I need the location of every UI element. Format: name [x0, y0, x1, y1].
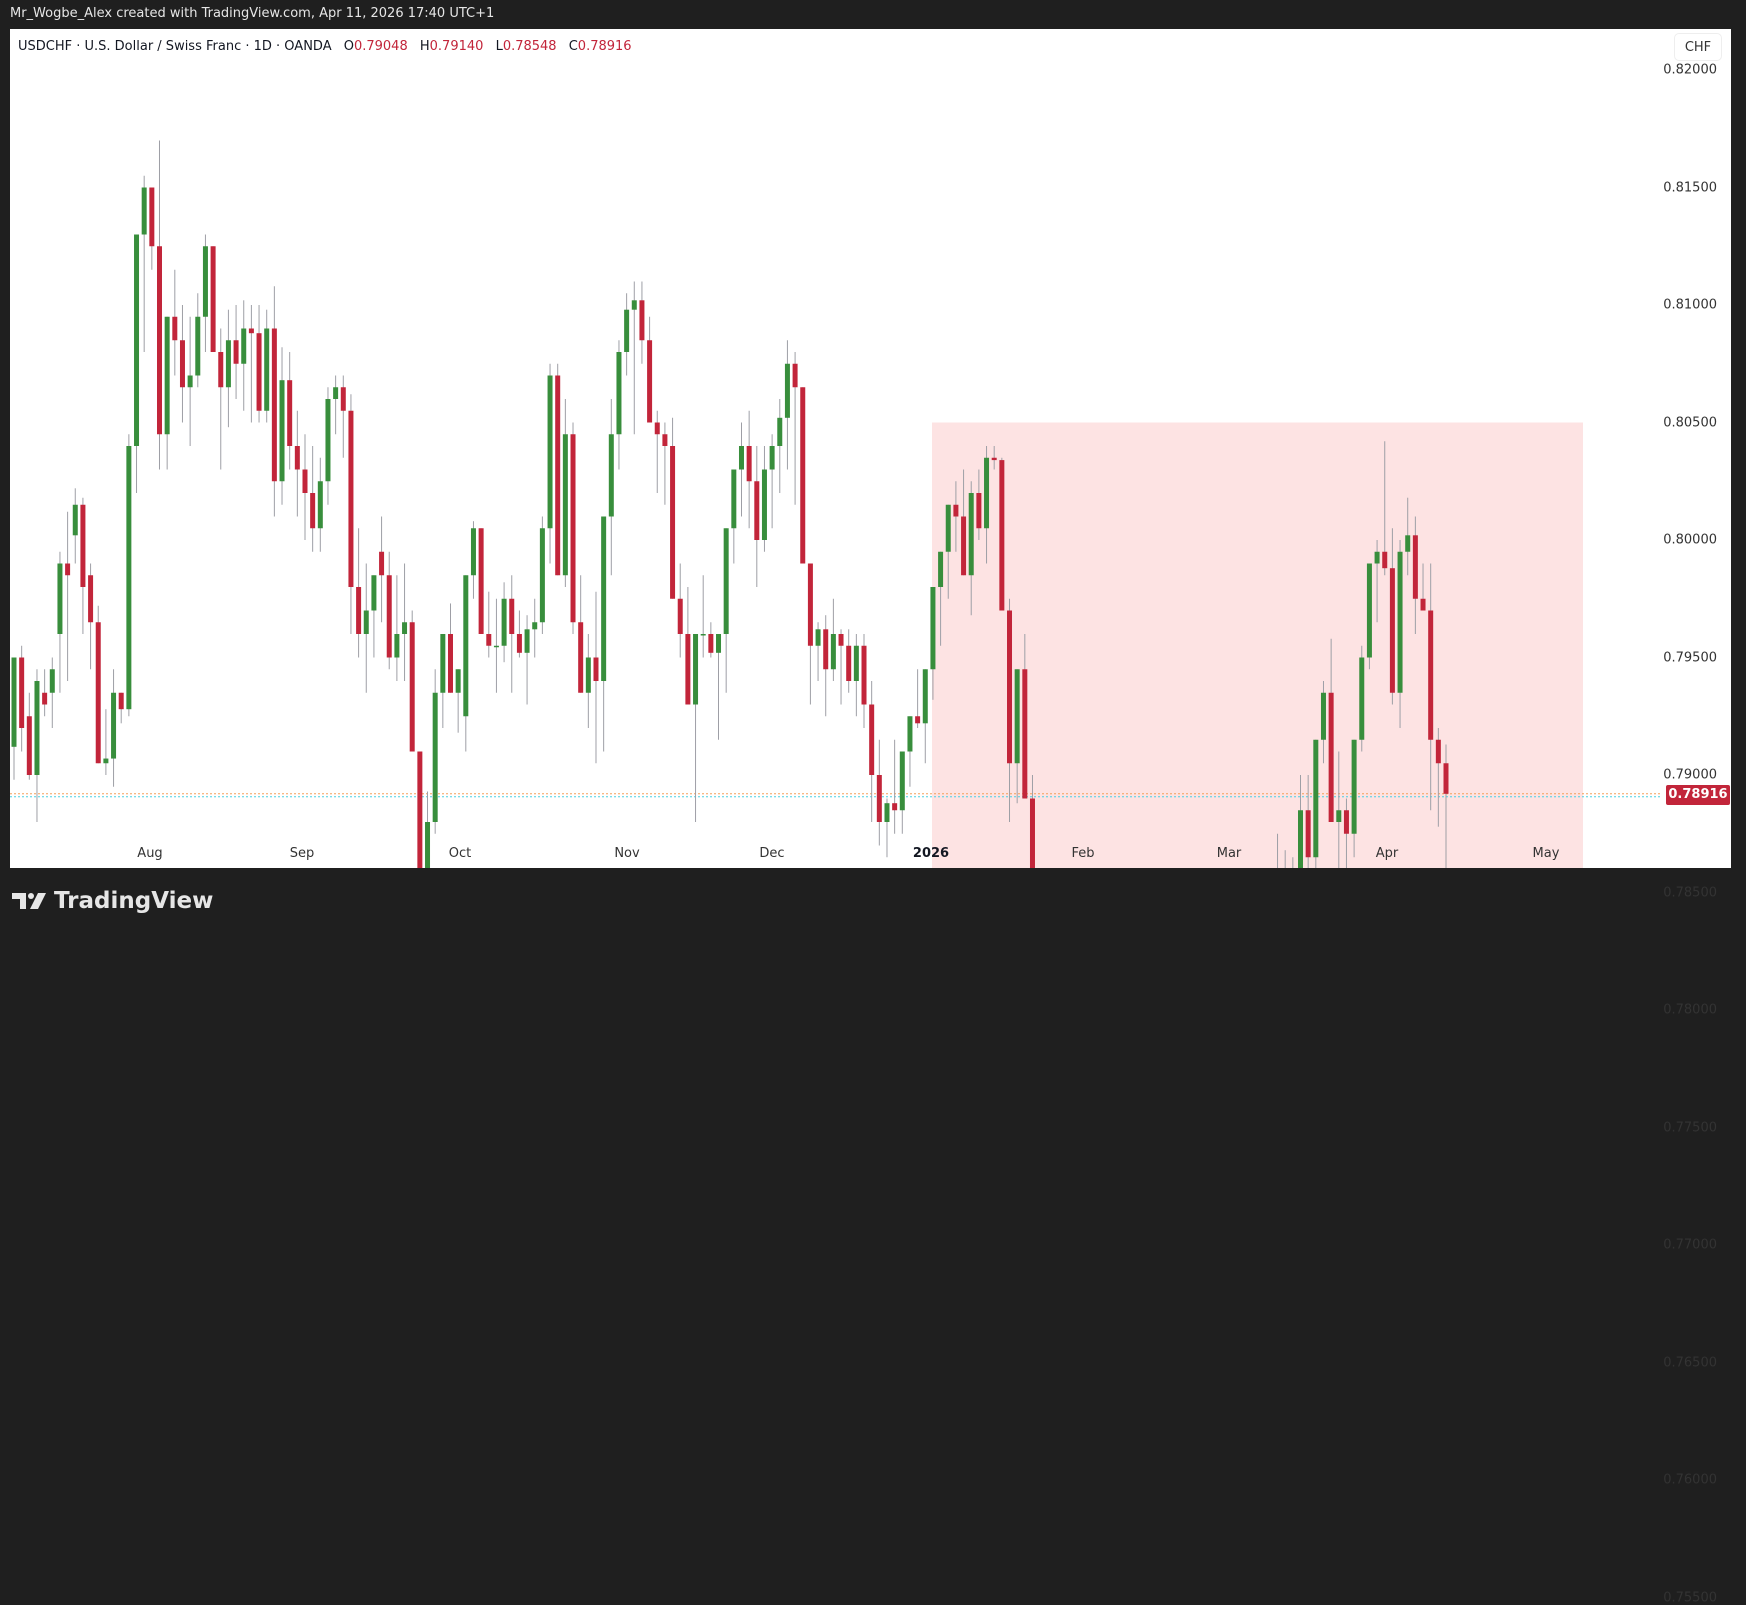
attribution-bar: Mr_Wogbe_Alex created with TradingView.c…	[10, 6, 495, 21]
chart-panel[interactable]: USDCHF · U.S. Dollar / Swiss Franc · 1D …	[10, 29, 1731, 1605]
low-label: L	[495, 39, 503, 54]
symbol-title: USDCHF · U.S. Dollar / Swiss Franc · 1D …	[18, 39, 332, 54]
high-value: 0.79140	[429, 39, 484, 54]
price-tick-label: 0.80000	[1663, 532, 1717, 548]
time-tick-label: Apr	[1375, 846, 1399, 861]
open-label: O	[343, 39, 354, 54]
price-tick-label: 0.76500	[1663, 1355, 1717, 1370]
price-tick-label: 0.80500	[1663, 415, 1717, 430]
time-tick-label: 2026	[912, 846, 950, 861]
time-tick-label: Feb	[1071, 846, 1095, 861]
price-tick-label: 0.78500	[1663, 885, 1717, 900]
high-label: H	[419, 39, 430, 54]
time-tick-label: Oct	[448, 846, 472, 861]
price-tick-label: 0.79500	[1663, 650, 1717, 665]
price-tick-label: 0.77500	[1663, 1120, 1717, 1135]
currency-button[interactable]: CHF	[1674, 33, 1722, 61]
brand-name: TradingView	[54, 888, 214, 914]
price-tick-label: 0.81500	[1663, 180, 1717, 195]
price-tick-label: 0.81000	[1663, 297, 1717, 313]
plot-area[interactable]	[10, 29, 1660, 868]
highlight-zone	[932, 422, 1583, 868]
time-tick-label: Nov	[614, 846, 640, 861]
time-tick-label: Dec	[759, 846, 785, 861]
low-value: 0.78548	[502, 39, 557, 54]
price-tick-label: 0.78000	[1663, 1002, 1717, 1018]
tradingview-logo: TradingView	[12, 888, 213, 914]
time-tick-label: May	[1532, 846, 1560, 861]
close-value: 0.78916	[577, 39, 632, 54]
price-tick-label: 0.77000	[1663, 1237, 1717, 1253]
time-tick-label: Mar	[1216, 846, 1242, 861]
price-tick-label: 0.79000	[1663, 767, 1717, 783]
price-axis[interactable]: 0.82000 0.81500 0.81000 0.80500 0.80000 0.795…	[1660, 29, 1731, 1605]
current-price-tag: 0.78916	[1666, 784, 1730, 805]
tradingview-logo-icon	[12, 893, 46, 909]
close-label: C	[568, 39, 578, 54]
price-tick-label: 0.76000	[1663, 1472, 1717, 1488]
candlestick-series	[10, 140, 1660, 868]
time-tick-label: Aug	[137, 846, 163, 861]
open-value: 0.79048	[353, 39, 408, 54]
price-tick-label: 0.75500	[1663, 1590, 1717, 1605]
price-tick-label: 0.82000	[1663, 62, 1717, 78]
symbol-legend: USDCHF · U.S. Dollar / Swiss Franc · 1D …	[18, 39, 632, 54]
time-tick-label: Sep	[289, 846, 315, 861]
